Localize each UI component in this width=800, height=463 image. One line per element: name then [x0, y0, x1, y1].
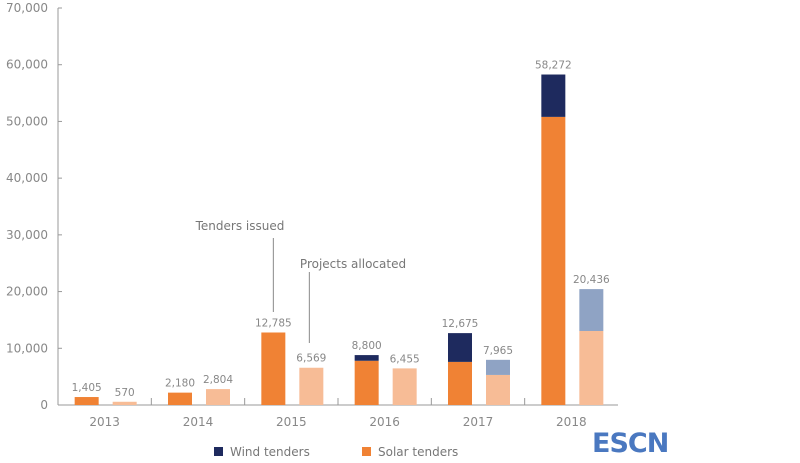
y-tick-label: 30,000 — [6, 228, 48, 242]
allocated-solar-bar — [392, 368, 417, 405]
tenders-solar-bar — [168, 392, 192, 405]
x-tick-label: 2018 — [556, 415, 587, 429]
x-tick-label: 2016 — [369, 415, 400, 429]
y-tick-label: 0 — [40, 398, 48, 412]
y-tick-label: 60,000 — [6, 58, 48, 72]
allocated-wind-bar — [486, 359, 510, 375]
allocated-solar-bar — [579, 330, 604, 405]
allocated-value-label: 20,436 — [573, 274, 610, 286]
tenders-solar-bar — [261, 332, 286, 405]
x-tick-label: 2017 — [463, 415, 494, 429]
tenders-solar-bar — [541, 116, 566, 406]
legend-label: Wind tenders — [230, 445, 310, 459]
allocated-solar-bar — [299, 367, 324, 405]
legend-label: Solar tenders — [378, 445, 458, 459]
allocated-solar-bar — [206, 389, 230, 405]
x-tick-label: 2015 — [276, 415, 307, 429]
tenders-value-label: 58,272 — [535, 60, 572, 72]
legend-swatch — [214, 447, 223, 456]
tenders-value-label: 1,405 — [72, 382, 102, 394]
x-tick-label: 2014 — [183, 415, 214, 429]
allocated-value-label: 7,965 — [483, 345, 513, 357]
allocated-value-label: 6,569 — [296, 353, 326, 365]
tenders-wind-bar — [541, 74, 566, 117]
allocated-value-label: 2,804 — [203, 374, 233, 386]
y-tick-label: 20,000 — [6, 285, 48, 299]
tenders-solar-bar — [354, 360, 379, 405]
y-tick-label: 10,000 — [6, 341, 48, 355]
tenders-solar-bar — [448, 361, 472, 405]
tenders-value-label: 12,675 — [442, 318, 479, 330]
y-tick-label: 70,000 — [6, 1, 48, 15]
allocated-value-label: 570 — [115, 387, 135, 399]
y-tick-label: 40,000 — [6, 171, 48, 185]
x-tick-label: 2013 — [89, 415, 120, 429]
tenders-solar-bar — [74, 397, 99, 405]
tenders-wind-bar — [354, 355, 379, 361]
watermark-logo: ESCN — [592, 428, 669, 459]
y-tick-label: 50,000 — [6, 114, 48, 128]
legend-swatch — [362, 447, 371, 456]
allocated-solar-bar — [112, 401, 137, 405]
tenders-value-label: 12,785 — [255, 317, 292, 329]
allocated-value-label: 6,455 — [390, 353, 420, 365]
annotation-tenders-issued: Tenders issued — [195, 219, 285, 233]
tenders-value-label: 8,800 — [352, 340, 382, 352]
tenders-wind-bar — [448, 333, 472, 362]
tenders-value-label: 2,180 — [165, 378, 195, 390]
allocated-wind-bar — [579, 289, 604, 331]
annotation-projects-allocated: Projects allocated — [300, 257, 406, 271]
allocated-solar-bar — [486, 374, 510, 405]
